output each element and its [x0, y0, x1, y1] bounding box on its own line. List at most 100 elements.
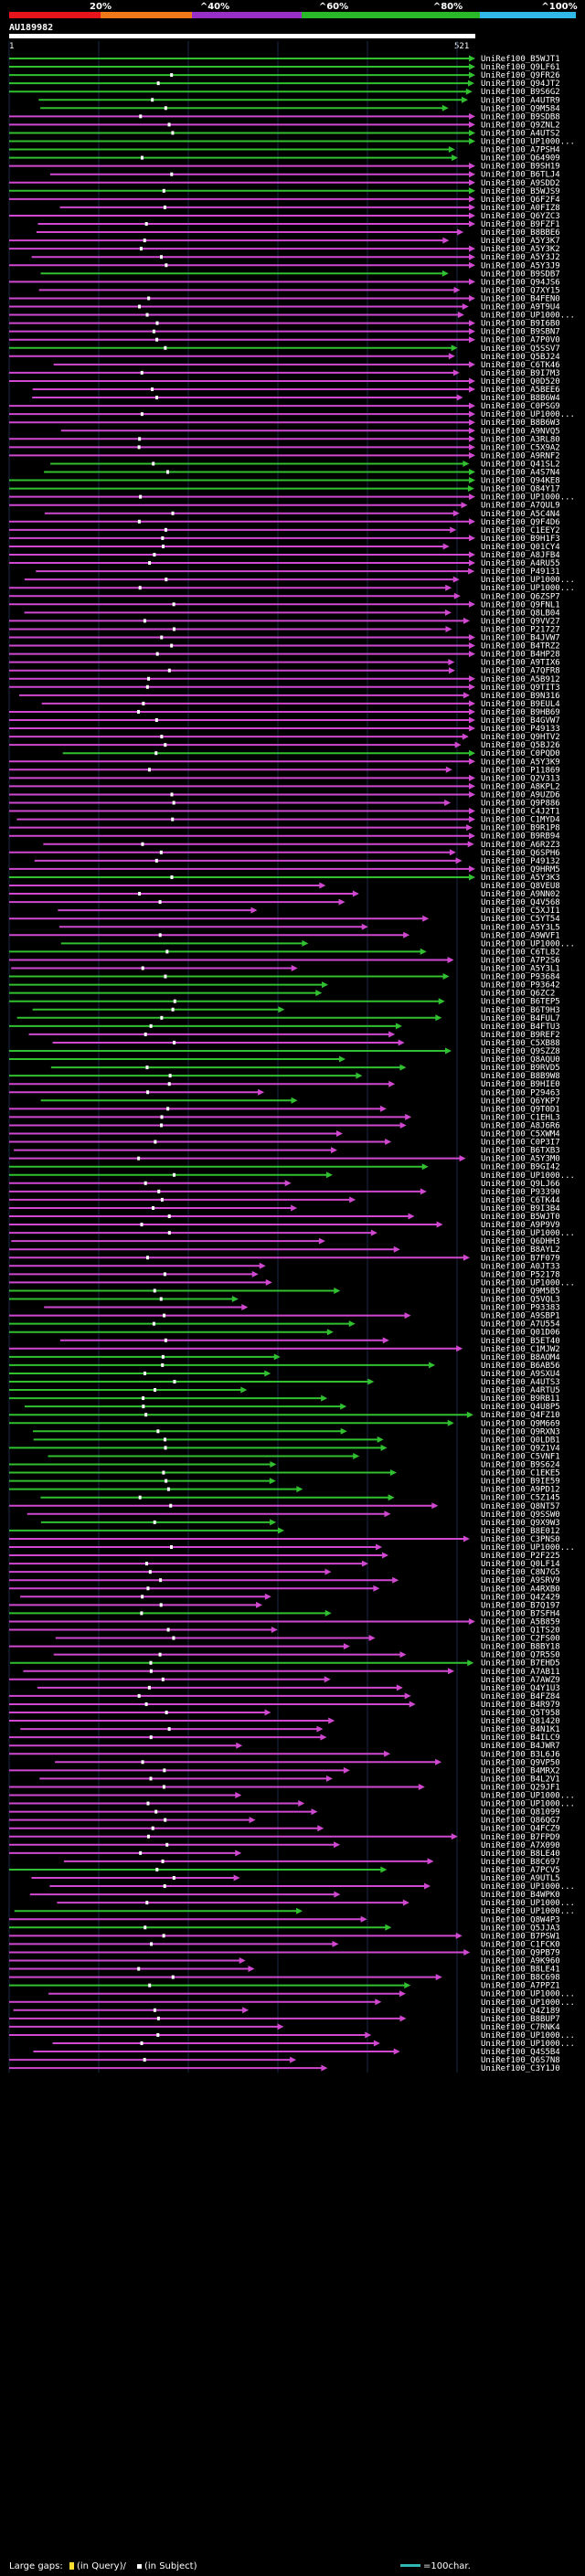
hit-row[interactable]: UniRef100_Q6F2F4 [9, 196, 560, 205]
hit-row[interactable]: UniRef100_B6TXB3 [14, 1147, 560, 1156]
hit-label[interactable]: UniRef100_Q0D520 [481, 377, 560, 387]
hit-label[interactable]: UniRef100_Q0LF14 [481, 1560, 560, 1569]
hit-row[interactable]: UniRef100_P49133 [9, 725, 560, 734]
hit-label[interactable]: UniRef100_Q8LB04 [481, 609, 560, 618]
hit-row[interactable]: UniRef100_A5Y3K3 [9, 874, 560, 883]
hit-label[interactable]: UniRef100_P21727 [481, 625, 560, 634]
hit-label[interactable]: UniRef100_UP1000... [481, 2040, 575, 2049]
hit-row[interactable]: UniRef100_B5WJT0 [9, 1213, 560, 1222]
hit-label[interactable]: UniRef100_A7PSH4 [481, 146, 560, 155]
hit-label[interactable]: UniRef100_Q4V568 [481, 898, 560, 907]
hit-label[interactable]: UniRef100_B4HP28 [481, 651, 560, 660]
hit-row[interactable]: UniRef100_B4FUL7 [16, 1014, 560, 1023]
hit-label[interactable]: UniRef100_Q9FR26 [481, 71, 560, 80]
hit-label[interactable]: UniRef100_B4ILC9 [481, 1733, 560, 1743]
hit-row[interactable]: UniRef100_B7PSW1 [9, 1932, 560, 1941]
hit-row[interactable]: UniRef100_UP1000... [52, 2040, 575, 2049]
hit-label[interactable]: UniRef100_B4FZ84 [481, 1692, 560, 1701]
hit-label[interactable]: UniRef100_P29463 [481, 1088, 560, 1097]
hit-label[interactable]: UniRef100_P49132 [481, 857, 560, 866]
hit-row[interactable]: UniRef100_B8LE41 [9, 1966, 560, 1975]
hit-label[interactable]: UniRef100_A3RL80 [481, 435, 560, 444]
hit-label[interactable]: UniRef100_C2FS00 [481, 1635, 560, 1644]
hit-row[interactable]: UniRef100_B8B9W8 [9, 1072, 560, 1081]
hit-label[interactable]: UniRef100_A9WVF1 [481, 931, 560, 940]
hit-label[interactable]: UniRef100_Q01D06 [481, 1329, 560, 1338]
hit-label[interactable]: UniRef100_P52178 [481, 1270, 560, 1279]
hit-row[interactable]: UniRef100_UP1000... [9, 1171, 575, 1181]
hit-label[interactable]: UniRef100_Q9P886 [481, 800, 560, 809]
hit-label[interactable]: UniRef100_B4MRX2 [481, 1766, 560, 1776]
hit-row[interactable]: UniRef100_Q4U8P5 [24, 1403, 560, 1412]
hit-row[interactable]: UniRef100_A5C4N4 [44, 510, 560, 519]
hit-label[interactable]: UniRef100_Q5T958 [481, 1709, 560, 1718]
hit-row[interactable]: UniRef100_B9S6G2 [9, 88, 560, 97]
hit-label[interactable]: UniRef100_B9SH19 [481, 163, 560, 172]
hit-label[interactable]: UniRef100_A9NVQ5 [481, 427, 560, 436]
hit-label[interactable]: UniRef100_Q9T0D1 [481, 1105, 560, 1114]
hit-label[interactable]: UniRef100_Q4S5B4 [481, 2048, 560, 2057]
hit-row[interactable]: UniRef100_Q8AQU0 [9, 1055, 560, 1065]
hit-label[interactable]: UniRef100_Q5JJA3 [481, 1924, 560, 1933]
hit-row[interactable]: UniRef100_Q94JS6 [9, 278, 560, 287]
hit-row[interactable]: UniRef100_B8AOM4 [9, 1353, 560, 1362]
hit-label[interactable]: UniRef100_Q9FNL1 [481, 600, 560, 610]
hit-label[interactable]: UniRef100_B8AYL2 [481, 1246, 560, 1255]
hit-label[interactable]: UniRef100_Q9X9W3 [481, 1519, 560, 1528]
hit-label[interactable]: UniRef100_B9S6G2 [481, 88, 560, 97]
hit-row[interactable]: UniRef100_B6TLJ4 [49, 171, 560, 180]
hit-row[interactable]: UniRef100_A6R2Z3 [43, 841, 560, 850]
hit-row[interactable]: UniRef100_C6TL82 [9, 948, 560, 957]
hit-label[interactable]: UniRef100_A5Y3L5 [481, 923, 560, 932]
hit-row[interactable]: UniRef100_B4ILC9 [9, 1733, 560, 1743]
hit-row[interactable]: UniRef100_UP1000... [9, 1998, 575, 2008]
hit-row[interactable]: UniRef100_B6TEP5 [9, 998, 560, 1007]
hit-label[interactable]: UniRef100_B9RVD5 [481, 1064, 560, 1073]
hit-label[interactable]: UniRef100_Q6DHH3 [481, 1237, 560, 1246]
hit-label[interactable]: UniRef100_Q8W4P3 [481, 1915, 560, 1924]
hit-label[interactable]: UniRef100_Q8VEU8 [481, 882, 560, 891]
hit-row[interactable]: UniRef100_Q9FNL1 [9, 600, 560, 610]
hit-row[interactable]: UniRef100_A9K960 [9, 1957, 560, 1966]
hit-label[interactable]: UniRef100_A5B859 [481, 1617, 560, 1627]
hit-label[interactable]: UniRef100_B8E012 [481, 1527, 560, 1536]
hit-row[interactable]: UniRef100_B9FZF1 [37, 220, 560, 229]
hit-label[interactable]: UniRef100_A9K960 [481, 1957, 560, 1966]
hit-row[interactable]: UniRef100_A7PCV5 [9, 1866, 560, 1875]
hit-label[interactable]: UniRef100_B9SDB8 [481, 112, 560, 122]
hit-label[interactable]: UniRef100_A9SBP1 [481, 1312, 560, 1321]
hit-label[interactable]: UniRef100_UP1000... [481, 1543, 575, 1553]
hit-label[interactable]: UniRef100_B9N316 [481, 692, 560, 701]
hit-row[interactable]: UniRef100_C4J2T1 [9, 808, 560, 817]
hit-row[interactable]: UniRef100_Q64909 [9, 154, 560, 164]
hit-row[interactable]: UniRef100_B4FTU3 [9, 1023, 560, 1032]
hit-label[interactable]: UniRef100_P11869 [481, 766, 560, 775]
hit-label[interactable]: UniRef100_UP1000... [481, 2031, 575, 2041]
hit-label[interactable]: UniRef100_Q9ZNL2 [481, 121, 560, 130]
hit-row[interactable]: UniRef100_B8B6W3 [9, 419, 560, 428]
hit-row[interactable]: UniRef100_Q41SL2 [50, 460, 560, 469]
hit-row[interactable]: UniRef100_A9WVF1 [9, 931, 560, 940]
hit-label[interactable]: UniRef100_Q7XY15 [481, 286, 560, 295]
hit-row[interactable]: UniRef100_A5B859 [9, 1617, 560, 1627]
hit-row[interactable]: UniRef100_Q9LF61 [9, 63, 560, 72]
hit-row[interactable]: UniRef100_B4FZ84 [9, 1692, 560, 1701]
hit-label[interactable]: UniRef100_A7AWZ9 [481, 1676, 560, 1685]
hit-label[interactable]: UniRef100_B8LE40 [481, 1850, 560, 1859]
hit-label[interactable]: UniRef100_B9FZF1 [481, 220, 560, 229]
hit-label[interactable]: UniRef100_Q5SSV7 [481, 345, 560, 354]
hit-label[interactable]: UniRef100_A0FIZ8 [481, 204, 560, 213]
hit-row[interactable]: UniRef100_Q5BJ26 [9, 741, 560, 750]
hit-row[interactable]: UniRef100_P52178 [9, 1270, 560, 1279]
hit-label[interactable]: UniRef100_C5YT54 [481, 915, 560, 924]
hit-label[interactable]: UniRef100_B4WPK0 [481, 1891, 560, 1900]
hit-label[interactable]: UniRef100_B4N1K1 [481, 1725, 560, 1734]
hit-label[interactable]: UniRef100_A5B912 [481, 675, 560, 684]
hit-label[interactable]: UniRef100_Q81099 [481, 1808, 560, 1818]
hit-row[interactable]: UniRef100_Q4FZ10 [9, 1411, 560, 1420]
hit-row[interactable]: UniRef100_A7AB11 [23, 1668, 560, 1677]
hit-row[interactable]: UniRef100_UP1000... [9, 2031, 575, 2041]
hit-label[interactable]: UniRef100_A7QUL9 [481, 502, 560, 511]
hit-label[interactable]: UniRef100_C0P3I7 [481, 1139, 560, 1148]
hit-row[interactable]: UniRef100_P93684 [9, 973, 560, 982]
